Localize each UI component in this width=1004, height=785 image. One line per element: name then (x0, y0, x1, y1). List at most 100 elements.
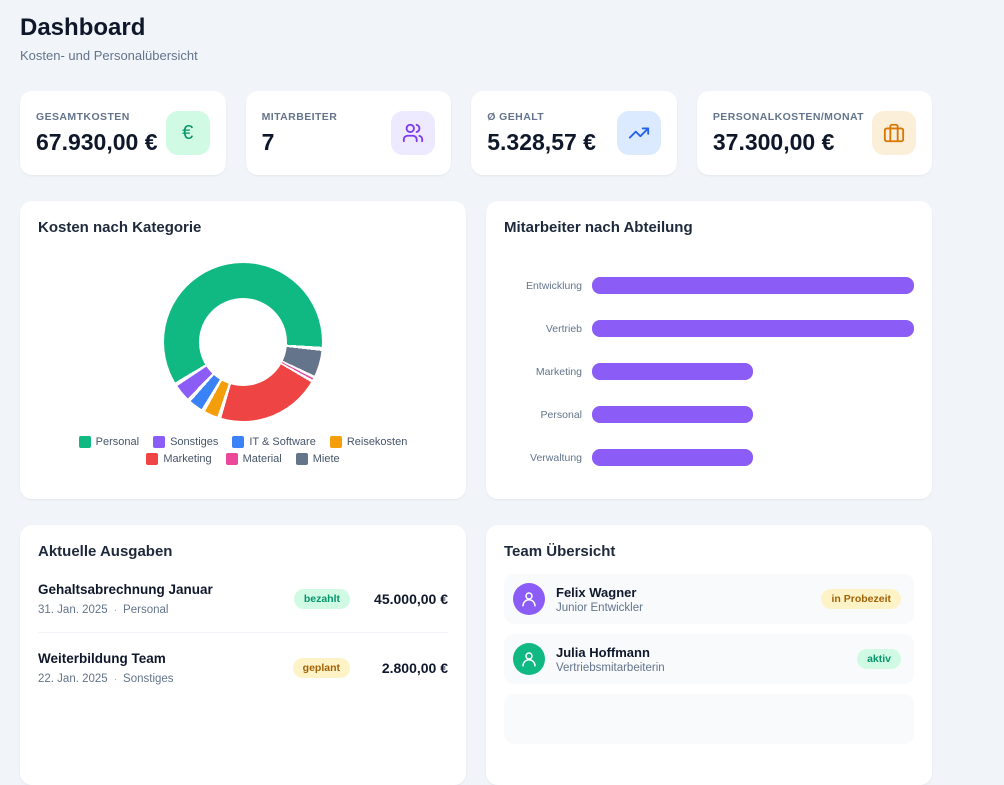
status-badge: in Probezeit (821, 589, 901, 609)
member-role: Junior Entwickler (556, 601, 643, 614)
expense-amount: 45.000,00 € (374, 591, 448, 607)
team-row: Felix Wagner Junior Entwickler in Probezei… (504, 574, 914, 624)
bar[interactable] (592, 320, 914, 337)
expense-amount: 2.800,00 € (381, 660, 448, 676)
avatar (513, 583, 545, 615)
stat-label: GESAMTKOSTEN (36, 110, 130, 123)
bar-label: Vertrieb (545, 322, 582, 335)
stat-text: MITARBEITER 7 (262, 111, 338, 156)
stat-cards-row: GESAMTKOSTEN 67.930,00 € € MITARBEITER 7 Ø GE… (20, 91, 932, 175)
bar-track (592, 363, 914, 380)
charts-row: Kosten nach Kategorie Personal Sonstiges I… (20, 201, 932, 499)
stat-icon-tile (872, 111, 916, 155)
legend-swatch (225, 453, 238, 465)
chart-title-kosten: Kosten nach Kategorie (38, 219, 202, 236)
legend-item-material[interactable]: Material (225, 453, 282, 465)
bar-row-personal: Personal (504, 393, 914, 436)
expense-category: Sonstiges (123, 673, 174, 685)
legend-swatch (295, 453, 308, 465)
member-name: Julia Hoffmann (556, 644, 650, 660)
expense-date: 22. Jan. 2025 (38, 673, 108, 685)
bar-track (592, 277, 914, 294)
legend-item-it-software[interactable]: IT & Software (232, 436, 316, 448)
team-row: Julia Hoffmann Vertriebsmitarbeiterin akti… (504, 634, 914, 684)
card-aktuelle-ausgaben: Aktuelle Ausgaben Gehaltsabrechnung Janu… (20, 525, 466, 785)
expense-info: Gehaltsabrechnung Januar 31. Jan. 2025 · Pe… (38, 582, 213, 616)
expense-row: Gehaltsabrechnung Januar 31. Jan. 2025 · Pe… (38, 564, 448, 633)
bar-row-marketing: Marketing (504, 350, 914, 393)
user-icon (522, 592, 536, 607)
legend-item-reisekosten[interactable]: Reisekosten (329, 436, 407, 448)
stat-icon-tile: € (165, 111, 210, 155)
donut-hole (199, 298, 287, 386)
euro-icon: € (182, 121, 194, 144)
legend-item-sonstiges[interactable]: Sonstiges (153, 436, 218, 448)
stat-value: 5.328,57 € (487, 128, 596, 155)
stat-card-users: MITARBEITER 7 (245, 91, 452, 175)
legend-label: IT & Software (249, 436, 316, 448)
bar-label: Personal (540, 408, 582, 421)
bar[interactable] (592, 277, 914, 294)
page-header: Dashboard Kosten- und Personalübersicht (20, 14, 932, 63)
donut-chart[interactable] (164, 263, 322, 421)
expense-info: Weiterbildung Team 22. Jan. 2025 · Sonstige… (38, 651, 174, 685)
expense-list: Gehaltsabrechnung Januar 31. Jan. 2025 · Pe… (38, 564, 448, 701)
users-icon (403, 123, 424, 143)
legend-swatch (329, 436, 342, 448)
status-badge: geplant (292, 658, 350, 678)
bar[interactable] (592, 406, 753, 423)
team-title: Team Übersicht (504, 543, 616, 560)
expense-category: Personal (123, 604, 169, 616)
legend-item-miete[interactable]: Miete (295, 453, 340, 465)
legend-label: Marketing (163, 453, 212, 465)
expense-name: Gehaltsabrechnung Januar (38, 582, 213, 597)
legend-swatch (232, 436, 245, 448)
briefcase-icon (883, 123, 905, 143)
expense-right: geplant 2.800,00 € (292, 658, 448, 678)
stat-card-euro: GESAMTKOSTEN 67.930,00 € € (20, 91, 226, 175)
page-title: Dashboard (20, 14, 146, 41)
legend-item-personal[interactable]: Personal (78, 436, 140, 448)
stat-label: Ø GEHALT (487, 110, 545, 123)
stat-label: PERSONALKOSTEN/MONAT (712, 110, 864, 123)
bar-row-entwicklung: Entwicklung (504, 264, 914, 307)
expense-right: bezahlt 45.000,00 € (293, 589, 448, 609)
user-icon (522, 652, 536, 667)
status-badge: aktiv (857, 649, 901, 669)
status-badge: bezahlt (293, 589, 350, 609)
donut-legend: Personal Sonstiges IT & Software Reisekoste… (47, 436, 439, 465)
bar-row-verwaltung: Verwaltung (504, 436, 914, 479)
meta-separator: · (113, 604, 118, 616)
legend-label: Miete (312, 453, 340, 465)
expense-meta: 31. Jan. 2025 · Personal (38, 604, 213, 616)
stat-value: 7 (261, 128, 275, 155)
expenses-title: Aktuelle Ausgaben (38, 543, 173, 560)
legend-label: Personal (95, 436, 140, 448)
team-list: Felix Wagner Junior Entwickler in Probezei… (504, 574, 914, 744)
card-team-uebersicht: Team Übersicht Felix Wagner Junior Entwic… (486, 525, 932, 785)
bar-label: Verwaltung (530, 451, 582, 464)
expense-row: Weiterbildung Team 22. Jan. 2025 · Sonstige… (38, 633, 448, 701)
stat-card-briefcase: PERSONALKOSTEN/MONAT 37.300,00 € (696, 91, 932, 175)
member-name: Felix Wagner (556, 584, 637, 600)
legend-swatch (153, 436, 166, 448)
bar[interactable] (592, 363, 753, 380)
member-role: Vertriebsmitarbeiterin (556, 661, 665, 674)
card-kosten-nach-kategorie: Kosten nach Kategorie Personal Sonstiges I… (20, 201, 466, 499)
stat-text: PERSONALKOSTEN/MONAT 37.300,00 € (713, 111, 864, 156)
expense-name: Weiterbildung Team (38, 651, 166, 666)
legend-swatch (78, 436, 91, 448)
legend-item-marketing[interactable]: Marketing (146, 453, 212, 465)
stat-icon-tile (616, 111, 661, 155)
legend-swatch (146, 453, 159, 465)
stat-value: 67.930,00 € (36, 128, 158, 155)
stat-text: GESAMTKOSTEN 67.930,00 € (36, 111, 158, 156)
member-info: Julia Hoffmann Vertriebsmitarbeiterin (556, 645, 857, 674)
stat-card-trending-up: Ø GEHALT 5.328,57 € (471, 91, 677, 175)
bar[interactable] (592, 449, 753, 466)
bottom-row: Aktuelle Ausgaben Gehaltsabrechnung Janu… (20, 525, 932, 785)
bar-track (592, 449, 914, 466)
bar-row-vertrieb: Vertrieb (504, 307, 914, 350)
team-row-placeholder (504, 694, 914, 744)
stat-label: MITARBEITER (261, 110, 338, 123)
